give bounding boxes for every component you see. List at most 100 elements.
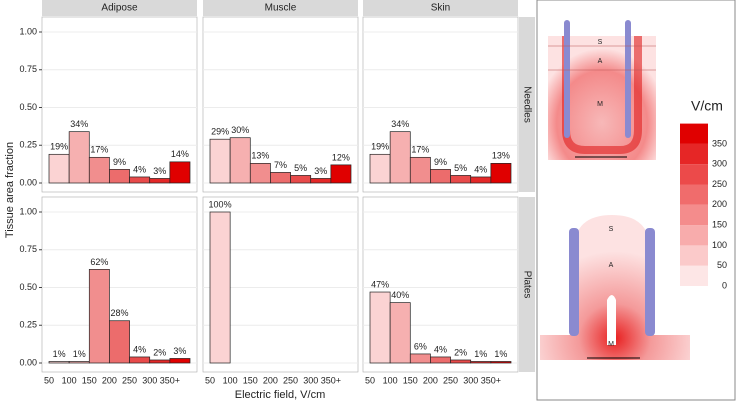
bar [169,161,191,184]
x-axis-label: Electric field, V/cm [235,389,325,401]
x-tick-label: 50 [44,375,54,385]
x-tick-label: 200 [102,375,117,385]
value-label: 19% [371,142,389,152]
strip [519,17,535,192]
bar [209,211,231,364]
needle [625,20,631,138]
colorbar-tick-label: 250 [712,179,727,189]
bar [290,175,312,184]
needle [564,20,570,138]
value-label: 4% [474,164,487,174]
value-label: 1% [494,349,507,359]
bar [88,269,110,364]
x-tick-label: 200 [423,375,438,385]
bar [310,178,332,184]
value-label: 14% [171,149,189,159]
value-label: 17% [90,145,108,155]
layer-label: A [609,262,614,269]
bar [48,361,70,364]
bar [470,176,492,184]
colorbar-band [680,123,708,144]
y-tick-label: 0.75 [19,244,37,254]
bar [270,172,291,184]
strip [42,0,197,16]
bar [48,153,70,184]
bar [369,291,391,364]
bar [450,175,472,184]
colorbar-band [680,204,708,226]
bar [109,320,130,364]
value-label: 7% [274,160,287,170]
plate [645,228,655,336]
x-tick-label: 350+ [160,375,180,385]
bar [409,353,431,364]
bar [129,356,151,364]
y-tick-label: 1.00 [19,206,37,216]
value-label: 29% [211,127,229,137]
bar [389,131,411,184]
bar [149,359,171,364]
colorbar-tick-label: 50 [717,260,727,270]
bar [490,361,512,364]
value-label: 1% [474,349,487,359]
bar [470,361,492,364]
bar [490,163,512,184]
value-label: 4% [434,344,447,354]
column-label: Adipose [101,3,138,14]
value-label: 2% [153,347,166,357]
y-tick-label: 1.00 [19,26,37,36]
y-tick-label: 0.00 [19,177,37,187]
bar [450,359,472,364]
y-tick-label: 0.25 [19,140,37,150]
value-label: 5% [454,163,467,173]
x-tick-label: 150 [403,375,418,385]
y-tick-label: 0.75 [19,64,37,74]
value-label: 47% [371,279,389,289]
bar [109,169,130,184]
x-tick-label: 250 [443,375,458,385]
bar [68,131,90,184]
row-label: Needles [521,86,532,123]
x-tick-label: 300 [463,375,478,385]
x-tick-label: 350+ [321,375,341,385]
colorbar-band [680,143,708,165]
column-label: Muscle [265,3,297,14]
bar [68,361,90,364]
value-label: 19% [50,142,68,152]
x-tick-label: 350+ [481,375,501,385]
y-tick-label: 0.50 [19,102,37,112]
colorbar-title: V/cm [691,98,723,114]
bar [229,137,251,184]
value-label: 2% [454,347,467,357]
x-tick-label: 300 [303,375,318,385]
y-axis-label: Tissue area fraction [4,142,16,238]
colorbar-band [680,164,708,185]
bar [409,156,431,184]
column-label: Skin [431,3,450,14]
strip [363,0,518,16]
value-label: 30% [231,125,249,135]
value-label: 5% [294,163,307,173]
colorbar-band [680,245,708,266]
value-label: 6% [414,341,427,351]
value-label: 4% [133,164,146,174]
value-label: 1% [73,349,86,359]
bar [430,169,451,184]
colorbar-tick-label: 100 [712,240,727,250]
colorbar-band [680,265,708,286]
x-tick-label: 100 [223,375,238,385]
colorbar-tick-label: 200 [712,199,727,209]
value-label: 34% [391,119,409,129]
y-tick-label: 0.25 [19,320,37,330]
needles-hotspot [562,36,642,154]
x-tick-label: 50 [205,375,215,385]
plate [569,228,579,336]
value-label: 9% [434,157,447,167]
colorbar-tick-label: 0 [722,280,727,290]
x-tick-label: 250 [122,375,137,385]
x-tick-label: 100 [383,375,398,385]
value-label: 100% [209,199,232,209]
value-label: 13% [492,151,510,161]
x-tick-label: 250 [283,375,298,385]
